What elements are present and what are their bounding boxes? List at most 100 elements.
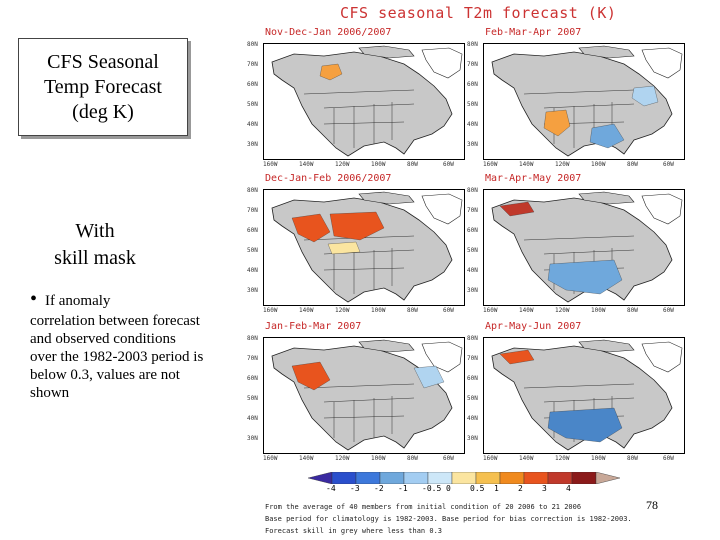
forecast-map (263, 189, 465, 306)
anomaly-southwest-us (543, 109, 571, 137)
footnote-3: Forecast skill in grey where less than 0… (265, 527, 443, 535)
page-number: 78 (646, 498, 658, 512)
arctic-islands (578, 339, 635, 353)
colorbar-swatch (523, 472, 549, 484)
colorbar-swatch (499, 472, 525, 484)
lat-label: 80N (467, 41, 478, 48)
lon-label: 120W (335, 307, 350, 314)
footnote-1: From the average of 40 members from init… (265, 503, 582, 511)
anomaly-labrador (413, 365, 445, 389)
lon-label: 60W (443, 455, 454, 462)
lat-label: 40N (247, 267, 258, 274)
slide-title-box: CFS Seasonal Temp Forecast (deg K) (18, 38, 188, 136)
figure-title: CFS seasonal T2m forecast (K) (340, 4, 617, 22)
lon-label: 80W (627, 307, 638, 314)
lat-label: 40N (467, 415, 478, 422)
skill-mask-heading: With skill mask (54, 220, 136, 269)
border-line (323, 103, 415, 109)
lon-label: 160W (263, 455, 278, 462)
colorbar-tick-label: 2 (518, 484, 523, 493)
land-mass (271, 345, 453, 451)
forecast-map (483, 43, 685, 160)
anomaly-alaska (499, 349, 535, 365)
colorbar-swatch (595, 472, 621, 484)
lon-label: 140W (519, 161, 534, 168)
colorbar-tick-label: 0.5 (470, 484, 485, 493)
lat-label: 50N (467, 101, 478, 108)
lat-label: 30N (467, 287, 478, 294)
lon-label: 120W (555, 161, 570, 168)
colorbar-swatch (571, 472, 597, 484)
lon-label: 60W (663, 307, 674, 314)
land-mass (271, 51, 453, 157)
anomaly-central-canada (329, 211, 385, 241)
colorbar-tick-label: 4 (566, 484, 571, 493)
border-line (543, 397, 635, 403)
lat-label: 30N (247, 435, 258, 442)
border-line (303, 383, 415, 389)
panel-title: Nov-Dec-Jan 2006/2007 (265, 27, 392, 38)
greenland (641, 341, 683, 373)
border-line (523, 383, 635, 389)
lat-label: 50N (467, 247, 478, 254)
lon-label: 120W (335, 161, 350, 168)
border-line (323, 267, 405, 271)
lon-label: 60W (443, 161, 454, 168)
lon-label: 160W (263, 307, 278, 314)
lat-label: 70N (467, 207, 478, 214)
lon-label: 60W (663, 455, 674, 462)
lat-label: 80N (247, 41, 258, 48)
lat-label: 70N (247, 61, 258, 68)
lat-label: 30N (247, 287, 258, 294)
panel-title: Jan-Feb-Mar 2007 (265, 321, 362, 332)
lon-label: 140W (519, 455, 534, 462)
lon-label: 80W (407, 161, 418, 168)
lon-label: 60W (663, 161, 674, 168)
colorbar-tick-label: -1 (398, 484, 408, 493)
greenland (421, 47, 463, 79)
lon-label: 100W (371, 161, 386, 168)
lat-label: 60N (467, 375, 478, 382)
lat-label: 50N (247, 101, 258, 108)
colorbar-swatch (547, 472, 573, 484)
lon-label: 100W (591, 161, 606, 168)
greenland (421, 193, 463, 225)
lat-label: 50N (467, 395, 478, 402)
lat-label: 40N (467, 121, 478, 128)
arctic-islands (578, 191, 635, 205)
anomaly-western-canada (291, 361, 331, 391)
arctic-islands (358, 339, 415, 353)
panel-title: Apr-May-Jun 2007 (485, 321, 582, 332)
anomaly-southern-us (547, 259, 623, 295)
forecast-map (263, 337, 465, 454)
greenland (641, 47, 683, 79)
lat-label: 80N (247, 187, 258, 194)
lat-label: 50N (247, 247, 258, 254)
lon-label: 140W (299, 161, 314, 168)
skill-mask-description: correlation between forecast and observe… (30, 313, 204, 401)
arctic-islands (578, 45, 635, 59)
lat-label: 40N (467, 267, 478, 274)
border-line (523, 89, 635, 95)
forecast-map (483, 337, 685, 454)
forecast-map (263, 43, 465, 160)
lat-label: 30N (247, 141, 258, 148)
lon-label: 80W (407, 307, 418, 314)
lon-label: 80W (407, 455, 418, 462)
colorbar-swatch (379, 472, 405, 484)
lon-label: 160W (483, 161, 498, 168)
lon-label: 160W (263, 161, 278, 168)
panel-title: Mar-Apr-May 2007 (485, 173, 582, 184)
lon-label: 120W (335, 455, 350, 462)
lat-label: 50N (247, 395, 258, 402)
colorbar-swatch (475, 472, 501, 484)
lat-label: 70N (467, 61, 478, 68)
lat-label: 80N (247, 335, 258, 342)
lat-label: 70N (247, 207, 258, 214)
slide-title: CFS Seasonal Temp Forecast (deg K) (43, 50, 162, 123)
border-line (323, 121, 405, 125)
lat-label: 40N (247, 415, 258, 422)
lat-label: 30N (467, 435, 478, 442)
anomaly-northern-plains (327, 241, 361, 255)
border-line (523, 235, 635, 241)
